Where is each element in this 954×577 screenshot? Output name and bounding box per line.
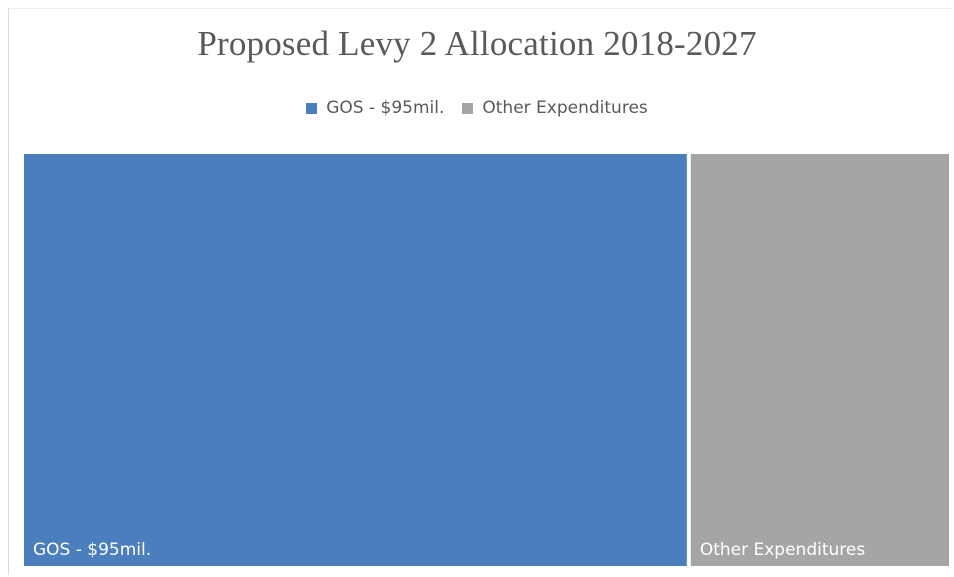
- legend-label-other: Other Expenditures: [482, 98, 648, 118]
- legend-item-gos: GOS - $95mil.: [306, 98, 444, 118]
- treemap-tile-label-other: Other Expenditures: [700, 540, 866, 560]
- legend-item-other: Other Expenditures: [462, 98, 648, 118]
- treemap-tile-label-gos: GOS - $95mil.: [33, 540, 151, 560]
- legend-swatch-gos: [306, 102, 318, 114]
- treemap-tile-other: [690, 154, 949, 566]
- chart-frame: [8, 8, 952, 575]
- chart-title: Proposed Levy 2 Allocation 2018-2027: [197, 24, 757, 63]
- legend-label-gos: GOS - $95mil.: [326, 98, 445, 118]
- legend-swatch-other: [462, 102, 474, 114]
- treemap-tile-gos: [24, 154, 687, 566]
- legend: GOS - $95mil. Other Expenditures: [0, 98, 954, 118]
